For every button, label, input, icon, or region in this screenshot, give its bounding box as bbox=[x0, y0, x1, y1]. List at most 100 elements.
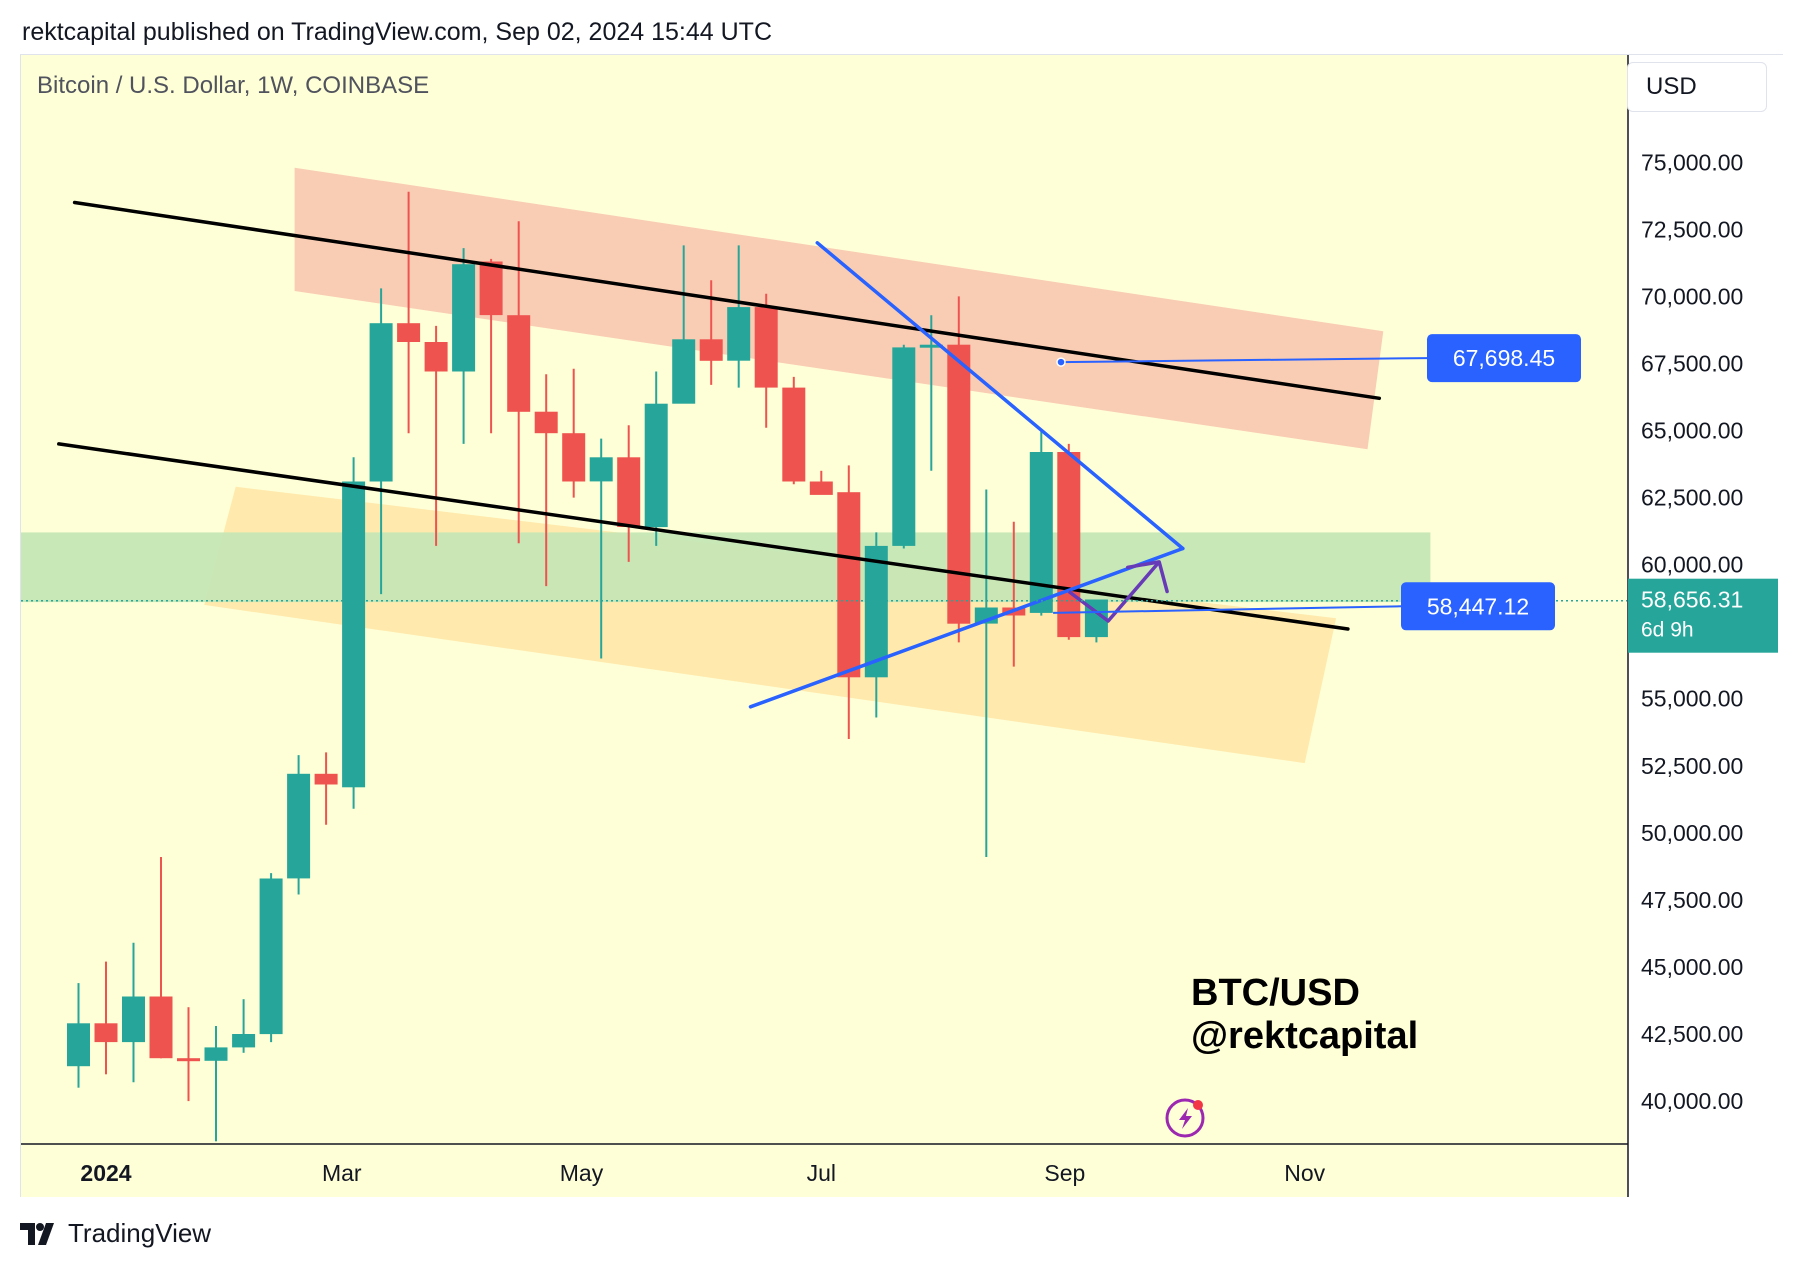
time-tick-label: Sep bbox=[1044, 1160, 1085, 1186]
candle-body bbox=[369, 323, 393, 482]
time-tick-label: 2024 bbox=[80, 1160, 131, 1186]
price-tick-label: 60,000.00 bbox=[1641, 552, 1743, 578]
candle-2023-12-25[interactable] bbox=[67, 983, 90, 1088]
candle-2024-05-20[interactable] bbox=[644, 371, 668, 546]
price-tick-label: 67,500.00 bbox=[1641, 351, 1743, 377]
lightning-icon[interactable] bbox=[1165, 1098, 1205, 1138]
time-axis-background bbox=[21, 1144, 1627, 1197]
candle-body bbox=[94, 1023, 118, 1043]
candle-body bbox=[122, 996, 145, 1043]
candle-body bbox=[259, 878, 283, 1035]
upper-channel-trendline[interactable] bbox=[72, 200, 1382, 401]
candle-2024-07-22[interactable] bbox=[892, 344, 916, 549]
candle-body bbox=[287, 773, 311, 879]
lower-channel-trendline[interactable] bbox=[57, 442, 1350, 631]
candle-2024-07-29[interactable] bbox=[919, 315, 943, 471]
candle-2024-06-10[interactable] bbox=[727, 245, 751, 388]
candle-2024-03-04[interactable] bbox=[342, 457, 366, 809]
candle-2024-02-12[interactable] bbox=[259, 873, 283, 1043]
upper-target-anchor[interactable] bbox=[1056, 357, 1066, 367]
bar-countdown: 6d 9h bbox=[1641, 619, 1694, 642]
candle-2024-01-22[interactable] bbox=[177, 1007, 200, 1102]
candle-2024-03-25[interactable] bbox=[424, 325, 448, 546]
candle-2024-04-01[interactable] bbox=[452, 248, 476, 444]
time-tick-label: Nov bbox=[1284, 1160, 1325, 1186]
candle-2024-03-11[interactable] bbox=[369, 288, 393, 595]
candle-body bbox=[617, 457, 641, 527]
price-tick-label: 70,000.00 bbox=[1641, 283, 1743, 309]
candles-layer bbox=[67, 191, 1108, 1142]
upper-target-label[interactable]: 67,698.45 bbox=[1427, 334, 1581, 383]
candle-2024-02-26[interactable] bbox=[314, 752, 338, 825]
candle-body bbox=[947, 344, 971, 624]
resistance-channel-zone bbox=[294, 167, 1384, 450]
candle-2024-05-27[interactable] bbox=[672, 245, 696, 404]
candle-body bbox=[672, 339, 696, 404]
price-tick-label: 40,000.00 bbox=[1641, 1088, 1743, 1114]
time-tick-label: Jul bbox=[807, 1160, 836, 1186]
candle-2024-04-08[interactable] bbox=[479, 258, 503, 434]
wedge-lower-line[interactable] bbox=[748, 546, 1185, 709]
candle-2024-02-05[interactable] bbox=[232, 999, 256, 1053]
candle-2024-06-24[interactable] bbox=[782, 376, 806, 485]
candle-2024-01-15[interactable] bbox=[149, 857, 173, 1059]
candle-2024-08-05[interactable] bbox=[947, 296, 971, 643]
candle-body bbox=[754, 307, 778, 388]
price-tick-label: 52,500.00 bbox=[1641, 753, 1743, 779]
candle-2024-01-29[interactable] bbox=[204, 1026, 228, 1142]
candle-body bbox=[562, 433, 586, 482]
symbol-title: Bitcoin / U.S. Dollar, 1W, COINBASE bbox=[37, 72, 429, 99]
watermark-author: @rektcapital bbox=[1191, 1015, 1418, 1057]
candle-body bbox=[452, 264, 476, 372]
price-tick-label: 42,500.00 bbox=[1641, 1021, 1743, 1047]
candle-body bbox=[589, 457, 613, 482]
candle-2024-04-22[interactable] bbox=[534, 374, 558, 587]
candle-body bbox=[892, 347, 916, 546]
projected-path-arrowhead bbox=[1126, 560, 1169, 594]
candle-2024-03-18[interactable] bbox=[397, 191, 421, 434]
candle-body bbox=[699, 339, 723, 361]
candle-2024-02-19[interactable] bbox=[287, 755, 311, 895]
price-tick-label: 50,000.00 bbox=[1641, 820, 1743, 846]
price-axis[interactable]: 75,000.00 72,500.00 70,000.00 67,500.00 65,0… bbox=[1641, 149, 1743, 1114]
price-tick-label: 47,500.00 bbox=[1641, 887, 1743, 913]
candle-2024-07-08[interactable] bbox=[837, 465, 861, 739]
candle-2024-07-01[interactable] bbox=[809, 470, 833, 495]
candle-body bbox=[809, 481, 833, 495]
candle-body bbox=[644, 403, 668, 528]
tradingview-logo[interactable]: TradingView bbox=[20, 1218, 211, 1249]
candle-body bbox=[727, 307, 751, 361]
time-axis[interactable]: 2024 Mar May Jul Sep Nov bbox=[80, 1160, 1325, 1186]
candle-body bbox=[314, 773, 338, 785]
upper-target-value: 67,698.45 bbox=[1453, 345, 1555, 371]
price-tick-label: 55,000.00 bbox=[1641, 686, 1743, 712]
currency-button[interactable]: USD bbox=[1627, 62, 1767, 112]
candle-2024-01-01[interactable] bbox=[94, 961, 118, 1075]
lower-target-connector bbox=[1053, 605, 1402, 614]
current-price-value: 58,656.31 bbox=[1641, 587, 1743, 613]
candle-body bbox=[837, 492, 861, 678]
lower-target-value: 58,447.12 bbox=[1427, 593, 1529, 619]
candle-body bbox=[534, 411, 558, 434]
candle-body bbox=[919, 344, 943, 348]
upper-target-connector bbox=[1060, 357, 1428, 364]
candle-body bbox=[1029, 452, 1053, 613]
price-tick-label: 65,000.00 bbox=[1641, 418, 1743, 444]
wedge-upper-line[interactable] bbox=[815, 241, 1185, 551]
candle-2024-05-13[interactable] bbox=[617, 425, 641, 562]
price-tick-label: 75,000.00 bbox=[1641, 149, 1743, 175]
candle-2024-09-02[interactable] bbox=[1057, 443, 1081, 640]
candle-2024-01-08[interactable] bbox=[122, 942, 145, 1083]
candle-2024-04-29[interactable] bbox=[562, 368, 586, 498]
candle-body bbox=[204, 1047, 228, 1061]
candle-2024-04-15[interactable] bbox=[507, 221, 531, 544]
chart-frame[interactable]: 67,698.45 58,447.12 Bitcoin / U.S. Dolla… bbox=[20, 54, 1783, 1197]
candle-body bbox=[479, 261, 503, 316]
tradingview-brand: TradingView bbox=[68, 1218, 212, 1248]
candlestick-chart[interactable]: 67,698.45 58,447.12 Bitcoin / U.S. Dolla… bbox=[21, 55, 1784, 1198]
candle-2024-06-17[interactable] bbox=[754, 293, 778, 428]
lower-target-label[interactable]: 58,447.12 bbox=[1401, 582, 1555, 631]
price-tick-label: 62,500.00 bbox=[1641, 485, 1743, 511]
candle-2024-07-15[interactable] bbox=[864, 532, 888, 718]
candle-2024-05-06[interactable] bbox=[589, 438, 613, 659]
